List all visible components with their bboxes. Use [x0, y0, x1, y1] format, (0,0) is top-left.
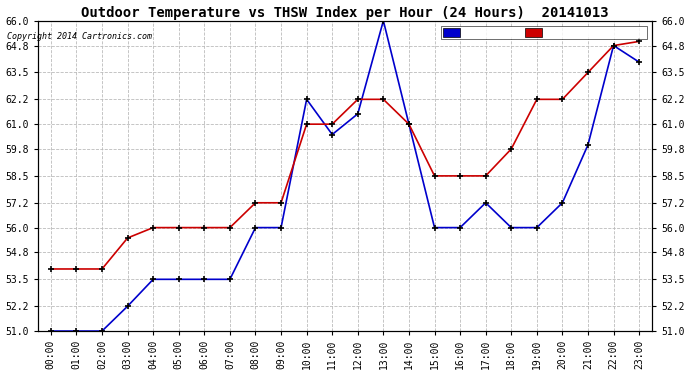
Title: Outdoor Temperature vs THSW Index per Hour (24 Hours)  20141013: Outdoor Temperature vs THSW Index per Ho…	[81, 6, 609, 20]
Text: Copyright 2014 Cartronics.com: Copyright 2014 Cartronics.com	[7, 32, 152, 41]
Legend: THSW  (°F), Temperature  (°F): THSW (°F), Temperature (°F)	[441, 26, 647, 39]
